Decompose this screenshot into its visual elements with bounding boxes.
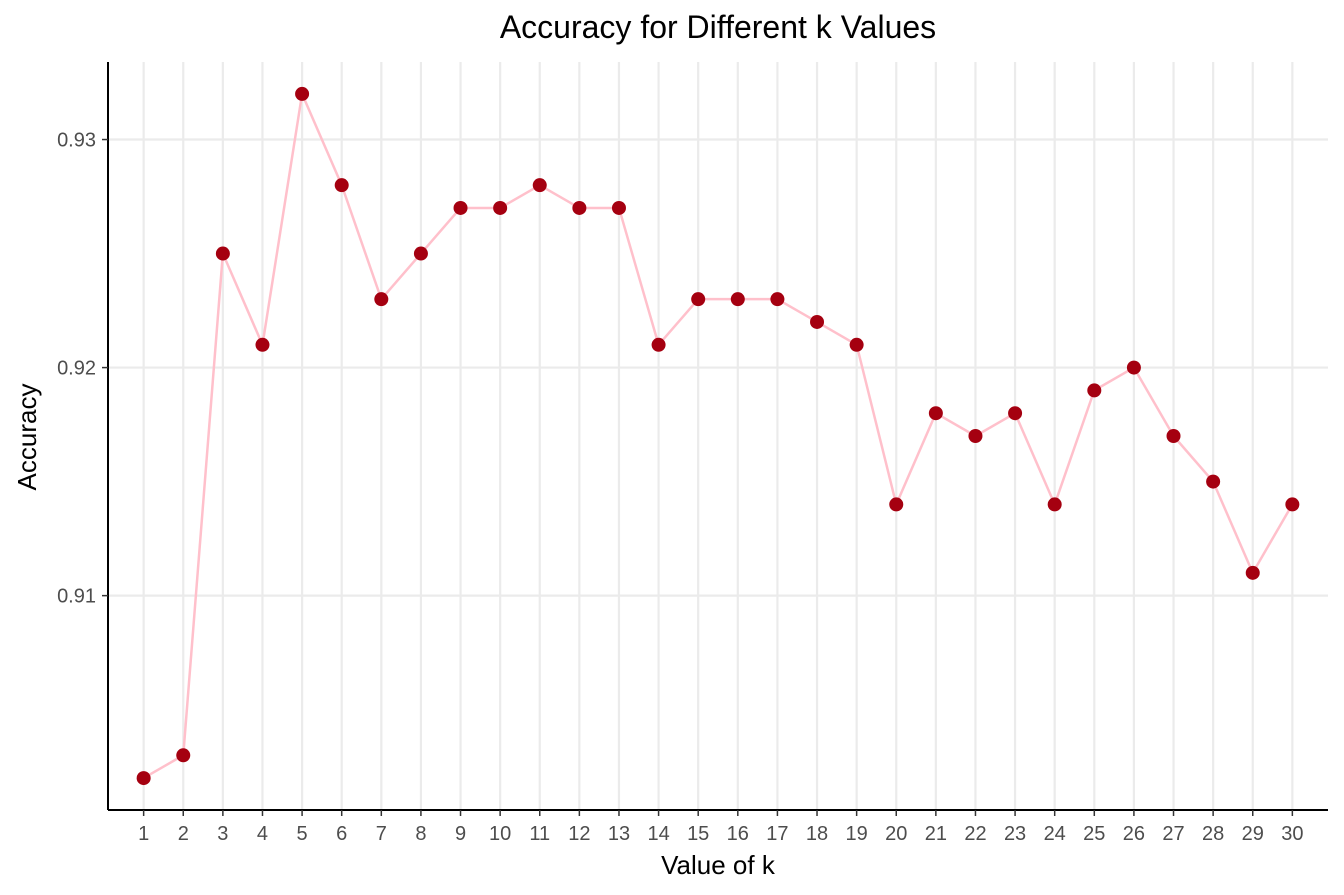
- x-tick-label-20: 20: [885, 823, 907, 845]
- data-point-k25: [1087, 383, 1102, 398]
- x-tick-label-23: 23: [1004, 823, 1026, 845]
- grid: [108, 62, 1328, 810]
- x-tick-label-16: 16: [727, 823, 749, 845]
- data-point-k15: [691, 292, 706, 307]
- data-point-k11: [532, 178, 547, 193]
- x-tick-label-30: 30: [1281, 823, 1303, 845]
- data-point-k5: [295, 86, 310, 101]
- data-point-k24: [1047, 497, 1062, 512]
- y-tick-label-0.91: 0.91: [57, 586, 96, 608]
- x-tick-label-13: 13: [608, 823, 630, 845]
- x-tick-label-18: 18: [806, 823, 828, 845]
- data-point-k12: [572, 200, 587, 215]
- x-tick-label-17: 17: [766, 823, 788, 845]
- x-tick-label-29: 29: [1242, 823, 1264, 845]
- data-point-k19: [849, 337, 864, 352]
- axes: [107, 62, 1328, 811]
- x-tick-label-11: 11: [529, 823, 550, 845]
- data-point-k10: [493, 200, 508, 215]
- chart-title: Accuracy for Different k Values: [500, 9, 936, 45]
- x-tick-label-21: 21: [925, 823, 947, 845]
- data-point-k30: [1285, 497, 1300, 512]
- data-point-k8: [413, 246, 428, 261]
- x-tick-label-26: 26: [1123, 823, 1145, 845]
- tick-labels: 1 2 3 4 5 6 7 8 9 10 11 12 13 14 15 16 17 18 19 20 21 22 23 24 2…: [57, 130, 1303, 845]
- data-point-k27: [1166, 429, 1181, 443]
- x-tick-label-9: 9: [455, 823, 466, 845]
- data-point-k4: [255, 337, 270, 352]
- data-point-k14: [651, 337, 666, 352]
- y-axis-title: Accuracy: [12, 384, 42, 491]
- data-point-k29: [1245, 565, 1260, 580]
- data-point-k9: [453, 200, 468, 215]
- x-tick-label-3: 3: [217, 823, 228, 845]
- series-line-0: [143, 92, 1294, 780]
- x-tick-label-10: 10: [489, 823, 511, 845]
- x-axis-title: Value of k: [661, 850, 776, 880]
- x-tick-label-4: 4: [257, 823, 268, 845]
- x-tick-label-1: 1: [138, 823, 149, 845]
- data-point-k3: [215, 246, 230, 261]
- x-tick-label-24: 24: [1044, 823, 1066, 845]
- x-tick-label-28: 28: [1202, 823, 1224, 845]
- data-point-k22: [968, 429, 983, 443]
- x-tick-label-25: 25: [1083, 823, 1105, 845]
- data-point-k16: [730, 292, 745, 307]
- data-point-k13: [611, 200, 626, 215]
- series-points: [136, 86, 1300, 786]
- y-tick-label-0.93: 0.93: [57, 130, 96, 152]
- x-tick-label-22: 22: [964, 823, 986, 845]
- data-point-k23: [1008, 406, 1023, 421]
- x-tick-label-19: 19: [846, 823, 868, 845]
- data-point-k7: [374, 292, 389, 307]
- data-point-k20: [889, 497, 904, 512]
- x-tick-label-5: 5: [297, 823, 308, 845]
- data-point-k18: [810, 314, 825, 329]
- x-tick-label-2: 2: [178, 823, 189, 845]
- data-point-k1: [136, 771, 151, 786]
- data-point-k21: [928, 406, 943, 421]
- x-tick-label-8: 8: [415, 823, 426, 845]
- x-tick-label-12: 12: [568, 823, 590, 845]
- data-point-k6: [334, 178, 349, 193]
- x-tick-label-6: 6: [336, 823, 347, 845]
- series-lines: [143, 92, 1294, 780]
- data-point-k28: [1206, 474, 1221, 489]
- x-tick-label-7: 7: [376, 823, 387, 845]
- y-tick-label-0.92: 0.92: [57, 358, 96, 380]
- x-tick-label-15: 15: [687, 823, 709, 845]
- x-tick-label-27: 27: [1162, 823, 1184, 845]
- x-tick-label-14: 14: [647, 823, 669, 845]
- data-point-k17: [770, 292, 785, 307]
- data-point-k2: [176, 748, 191, 763]
- data-point-k26: [1126, 360, 1141, 375]
